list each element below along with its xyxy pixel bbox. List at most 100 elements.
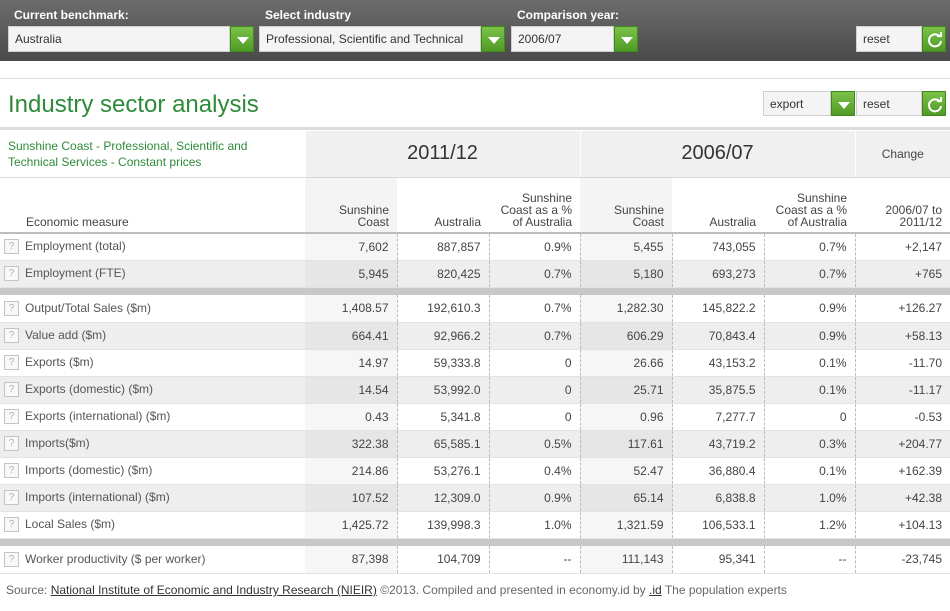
panel-reset-button[interactable]: reset	[856, 91, 922, 116]
cell-pct-a: --	[489, 546, 581, 574]
industry-select[interactable]: Professional, Scientific and Technical	[259, 26, 481, 52]
cell-aus-a: 12,309.0	[397, 484, 490, 512]
footer-middle: ©2013. Compiled and presented in economy…	[380, 583, 646, 597]
export-select[interactable]: export	[763, 91, 831, 116]
help-icon[interactable]: ?	[4, 382, 19, 398]
cell-change: +765	[855, 260, 950, 288]
cell-sc-b: 52.47	[580, 457, 673, 485]
row-label: ? Imports($m)	[0, 430, 305, 458]
help-icon[interactable]: ?	[4, 436, 19, 452]
row-label: ? Output/Total Sales ($m)	[0, 295, 305, 323]
cell-aus-b: 43,719.2	[672, 430, 765, 458]
row-label-text: Employment (total)	[25, 239, 126, 254]
cell-aus-b: 70,843.4	[672, 322, 765, 350]
cell-aus-a: 53,276.1	[397, 457, 490, 485]
col-sc-b: Sunshine Coast	[580, 177, 672, 234]
nieir-link[interactable]: National Institute of Economic and Indus…	[50, 583, 377, 597]
cell-pct-b: 0.3%	[764, 430, 856, 458]
cell-pct-b: 0	[764, 403, 856, 431]
section-separator-cell	[0, 538, 950, 546]
cell-change: -0.53	[855, 403, 950, 431]
cell-change: +42.38	[855, 484, 950, 512]
id-link[interactable]: .id	[649, 583, 662, 597]
cell-sc-a: 7,602	[305, 233, 398, 261]
cell-aus-b: 145,822.2	[672, 295, 765, 323]
row-label-text: Worker productivity ($ per worker)	[25, 551, 206, 566]
source-footer: Source: National Institute of Economic a…	[6, 583, 787, 597]
top-refresh-button[interactable]	[922, 26, 946, 52]
comparison-year-select[interactable]: 2006/07	[511, 26, 614, 52]
cell-change: -11.17	[855, 376, 950, 404]
row-label-text: Local Sales ($m)	[25, 516, 116, 531]
help-icon[interactable]: ?	[4, 490, 19, 506]
row-label: ? Worker productivity ($ per worker)	[0, 546, 305, 574]
comparison-year-dropdown-button[interactable]	[614, 26, 638, 52]
cell-sc-a: 1,425.72	[305, 511, 398, 539]
cell-pct-a: 0.5%	[489, 430, 581, 458]
cell-pct-b: 0.1%	[764, 457, 856, 485]
row-label: ? Employment (FTE)	[0, 260, 305, 288]
col-aus-a: Australia	[397, 177, 489, 234]
year-b-header: 2006/07	[579, 131, 856, 178]
benchmark-dropdown-button[interactable]	[230, 26, 254, 52]
chevron-down-icon	[237, 37, 249, 44]
table-row: ? Imports (domestic) ($m) 214.86 53,276.1 0.…	[0, 457, 950, 485]
help-icon[interactable]: ?	[4, 266, 19, 282]
cell-aus-a: 59,333.8	[397, 349, 490, 377]
benchmark-select[interactable]: Australia	[8, 26, 230, 52]
cell-sc-a: 5,945	[305, 260, 398, 288]
table-row: ? Value add ($m) 664.41 92,966.2 0.7% 606.29 7…	[0, 322, 950, 350]
cell-pct-a: 0.7%	[489, 260, 581, 288]
cell-sc-a: 14.97	[305, 349, 398, 377]
table-row: ? Worker productivity ($ per worker) 87,39…	[0, 546, 950, 574]
cell-pct-a: 0.9%	[489, 233, 581, 261]
cell-aus-b: 743,055	[672, 233, 765, 261]
col-change: 2006/07 to 2011/12	[855, 177, 950, 234]
cell-sc-b: 117.61	[580, 430, 673, 458]
row-label: ? Imports (international) ($m)	[0, 484, 305, 512]
chevron-down-icon	[838, 102, 850, 109]
cell-aus-b: 7,277.7	[672, 403, 765, 431]
panel-refresh-button[interactable]	[922, 91, 946, 116]
cell-aus-b: 43,153.2	[672, 349, 765, 377]
help-icon[interactable]: ?	[4, 328, 19, 344]
cell-pct-b: 0.1%	[764, 376, 856, 404]
cell-pct-b: 0.9%	[764, 322, 856, 350]
row-label: ? Exports (international) ($m)	[0, 403, 305, 431]
chevron-down-icon	[488, 37, 500, 44]
help-icon[interactable]: ?	[4, 239, 19, 255]
industry-dropdown-button[interactable]	[481, 26, 505, 52]
section-separator	[0, 287, 950, 295]
cell-sc-b: 1,321.59	[580, 511, 673, 539]
cell-pct-b: --	[764, 546, 856, 574]
help-icon[interactable]: ?	[4, 300, 19, 316]
cell-sc-b: 606.29	[580, 322, 673, 350]
cell-sc-b: 5,455	[580, 233, 673, 261]
help-icon[interactable]: ?	[4, 517, 19, 533]
cell-change: -23,745	[855, 546, 950, 574]
export-dropdown-button[interactable]	[831, 91, 855, 116]
help-icon[interactable]: ?	[4, 463, 19, 479]
help-icon[interactable]: ?	[4, 551, 19, 567]
help-icon[interactable]: ?	[4, 355, 19, 371]
cell-change: +58.13	[855, 322, 950, 350]
cell-sc-b: 25.71	[580, 376, 673, 404]
cell-sc-a: 107.52	[305, 484, 398, 512]
cell-change: +126.27	[855, 295, 950, 323]
col-pct-a: Sunshine Coast as a % of Australia	[489, 177, 580, 234]
table-body: ? Employment (total) 7,602 887,857 0.9% 5,455…	[0, 233, 950, 574]
cell-pct-b: 0.7%	[764, 260, 856, 288]
row-label: ? Employment (total)	[0, 233, 305, 261]
cell-pct-a: 0.7%	[489, 322, 581, 350]
top-reset-button[interactable]: reset	[856, 26, 922, 52]
cell-sc-a: 664.41	[305, 322, 398, 350]
page-title: Industry sector analysis	[8, 91, 259, 118]
cell-aus-a: 820,425	[397, 260, 490, 288]
cell-change: +104.13	[855, 511, 950, 539]
table-row: ? Local Sales ($m) 1,425.72 139,998.3 1.0% 1,…	[0, 511, 950, 539]
row-label: ? Value add ($m)	[0, 322, 305, 350]
row-label-text: Exports (domestic) ($m)	[25, 381, 154, 396]
help-icon[interactable]: ?	[4, 409, 19, 425]
row-label-text: Exports ($m)	[25, 354, 94, 369]
row-label-text: Imports (international) ($m)	[25, 489, 170, 504]
